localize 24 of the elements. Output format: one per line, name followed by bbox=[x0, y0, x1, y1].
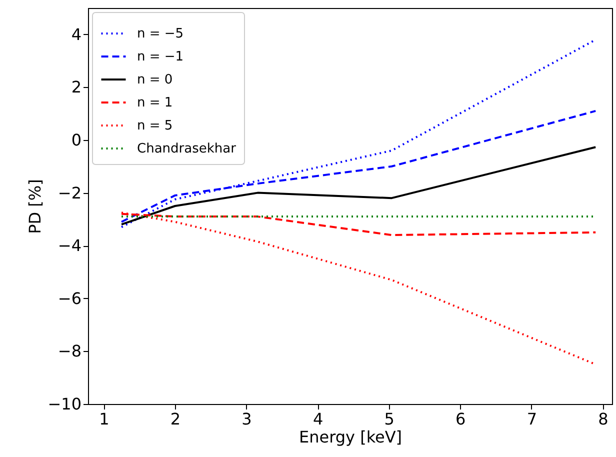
legend-label: n = 0 bbox=[137, 72, 173, 88]
y-tick-label: −2 bbox=[58, 183, 82, 202]
x-tick-label: 7 bbox=[526, 410, 538, 428]
x-tick-label: 1 bbox=[99, 410, 110, 428]
y-tick-label: −8 bbox=[58, 342, 82, 361]
legend-label: n = 5 bbox=[137, 118, 173, 134]
x-tick-label: 3 bbox=[242, 410, 252, 428]
y-tick-label: 4 bbox=[71, 24, 82, 44]
legend-label: n = −5 bbox=[137, 26, 184, 42]
legend-label: Chandrasekhar bbox=[137, 142, 237, 156]
y-axis-title: PD [%] bbox=[26, 179, 45, 234]
x-tick-label: 2 bbox=[170, 410, 181, 428]
x-tick-label: 5 bbox=[384, 410, 394, 428]
legend-label: n = 1 bbox=[137, 96, 173, 110]
x-tick-label: 4 bbox=[312, 410, 324, 428]
y-tick-label: 2 bbox=[71, 78, 82, 97]
y-tick-label: −10 bbox=[48, 394, 82, 414]
x-tick-label: 8 bbox=[598, 410, 608, 428]
y-tick-label: −4 bbox=[58, 236, 82, 256]
y-tick-label: −6 bbox=[58, 288, 82, 308]
x-axis-title: Energy [keV] bbox=[298, 428, 402, 446]
legend-label: n = −1 bbox=[137, 50, 184, 64]
y-tick-label: 0 bbox=[71, 130, 82, 150]
x-tick-label: 6 bbox=[456, 410, 466, 428]
